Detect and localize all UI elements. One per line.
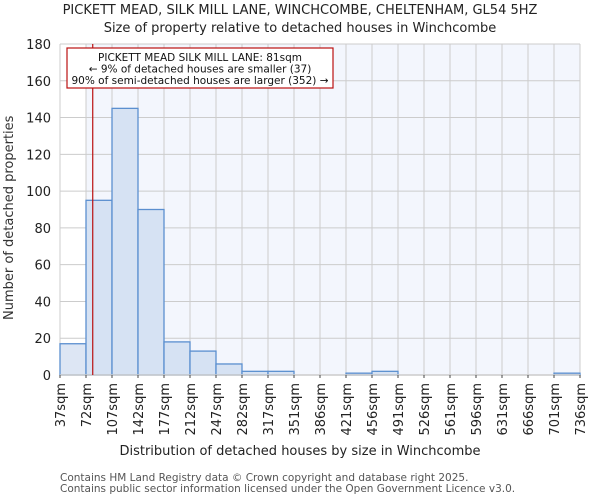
x-tick-label: 701sqm	[548, 383, 563, 436]
plot-area-left-region	[60, 44, 86, 375]
x-tick-label: 666sqm	[522, 383, 537, 436]
y-tick-label: 60	[34, 259, 51, 274]
histogram-bar	[215, 363, 243, 376]
histogram-bar	[85, 199, 113, 376]
x-tick-label: 247sqm	[210, 383, 225, 436]
annotation-text: PICKETT MEAD SILK MILL LANE: 81sqm	[98, 52, 302, 64]
y-tick-label: 100	[26, 185, 51, 200]
x-tick-label: 177sqm	[158, 383, 173, 436]
x-tick-label: 37sqm	[54, 383, 69, 427]
y-tick-label: 120	[26, 148, 51, 163]
x-tick-label: 491sqm	[392, 383, 407, 436]
y-tick-label: 140	[26, 112, 51, 127]
histogram-bar	[163, 341, 191, 376]
x-tick-label: 282sqm	[236, 383, 251, 436]
x-tick-label: 212sqm	[184, 383, 199, 436]
x-axis-label: Distribution of detached houses by size …	[119, 444, 481, 459]
x-tick-label: 107sqm	[106, 383, 121, 436]
annotation-box	[66, 47, 334, 89]
y-tick-label: 0	[43, 369, 51, 384]
chart-subtitle: Size of property relative to detached ho…	[103, 21, 497, 36]
y-tick-label: 160	[26, 75, 51, 90]
x-tick-label: 526sqm	[418, 383, 433, 436]
y-tick-label: 40	[34, 295, 51, 310]
chart-title: PICKETT MEAD, SILK MILL LANE, WINCHCOMBE…	[62, 3, 538, 18]
x-tick-label: 317sqm	[262, 383, 277, 436]
y-tick-label: 180	[26, 38, 51, 53]
histogram-bar	[111, 107, 139, 376]
annotation-text: 90% of semi-detached houses are larger (…	[72, 75, 329, 87]
x-tick-label: 386sqm	[314, 383, 329, 436]
histogram-bar	[59, 343, 87, 376]
y-tick-label: 20	[34, 332, 51, 347]
x-tick-label: 351sqm	[288, 383, 303, 436]
x-tick-label: 596sqm	[470, 383, 485, 436]
annotation-text: ← 9% of detached houses are smaller (37)	[89, 64, 312, 76]
x-tick-label: 142sqm	[132, 383, 147, 436]
histogram-bar	[189, 350, 217, 376]
y-axis-label: Number of detached properties	[2, 115, 17, 320]
x-tick-label: 561sqm	[444, 383, 459, 436]
x-tick-label: 631sqm	[496, 383, 511, 436]
y-tick-label: 80	[34, 222, 51, 237]
x-tick-label: 72sqm	[80, 383, 95, 427]
histogram-bar	[137, 208, 165, 376]
footer-licence: Contains public sector information licen…	[60, 483, 516, 495]
x-tick-label: 421sqm	[340, 383, 355, 436]
footer-copyright: Contains HM Land Registry data © Crown c…	[60, 472, 469, 484]
x-tick-label: 456sqm	[366, 383, 381, 436]
x-tick-label: 736sqm	[574, 383, 589, 436]
